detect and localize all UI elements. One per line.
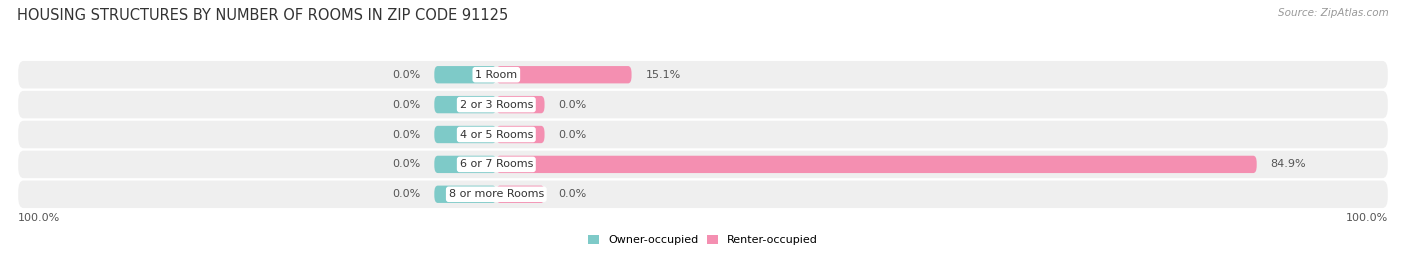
Text: 0.0%: 0.0% [392, 70, 420, 80]
Text: 4 or 5 Rooms: 4 or 5 Rooms [460, 129, 533, 140]
Text: 0.0%: 0.0% [558, 100, 586, 109]
FancyBboxPatch shape [18, 151, 1388, 178]
Text: 0.0%: 0.0% [392, 129, 420, 140]
FancyBboxPatch shape [18, 61, 1388, 89]
Text: 0.0%: 0.0% [558, 129, 586, 140]
FancyBboxPatch shape [434, 66, 496, 83]
Text: 100.0%: 100.0% [1346, 213, 1388, 223]
FancyBboxPatch shape [18, 91, 1388, 118]
FancyBboxPatch shape [434, 186, 496, 203]
FancyBboxPatch shape [496, 186, 544, 203]
Text: 100.0%: 100.0% [18, 213, 60, 223]
FancyBboxPatch shape [18, 180, 1388, 208]
FancyBboxPatch shape [496, 96, 544, 113]
FancyBboxPatch shape [496, 66, 631, 83]
FancyBboxPatch shape [18, 121, 1388, 148]
Text: 8 or more Rooms: 8 or more Rooms [449, 189, 544, 199]
Text: Source: ZipAtlas.com: Source: ZipAtlas.com [1278, 8, 1389, 18]
Text: 2 or 3 Rooms: 2 or 3 Rooms [460, 100, 533, 109]
FancyBboxPatch shape [434, 96, 496, 113]
Text: 6 or 7 Rooms: 6 or 7 Rooms [460, 160, 533, 169]
FancyBboxPatch shape [496, 156, 1257, 173]
Text: 15.1%: 15.1% [645, 70, 681, 80]
FancyBboxPatch shape [496, 126, 544, 143]
Text: 0.0%: 0.0% [392, 189, 420, 199]
Text: 0.0%: 0.0% [558, 189, 586, 199]
Text: 84.9%: 84.9% [1271, 160, 1306, 169]
Text: HOUSING STRUCTURES BY NUMBER OF ROOMS IN ZIP CODE 91125: HOUSING STRUCTURES BY NUMBER OF ROOMS IN… [17, 8, 508, 23]
FancyBboxPatch shape [434, 156, 496, 173]
Text: 0.0%: 0.0% [392, 100, 420, 109]
FancyBboxPatch shape [434, 126, 496, 143]
Text: 1 Room: 1 Room [475, 70, 517, 80]
Text: 0.0%: 0.0% [392, 160, 420, 169]
Legend: Owner-occupied, Renter-occupied: Owner-occupied, Renter-occupied [588, 235, 818, 245]
